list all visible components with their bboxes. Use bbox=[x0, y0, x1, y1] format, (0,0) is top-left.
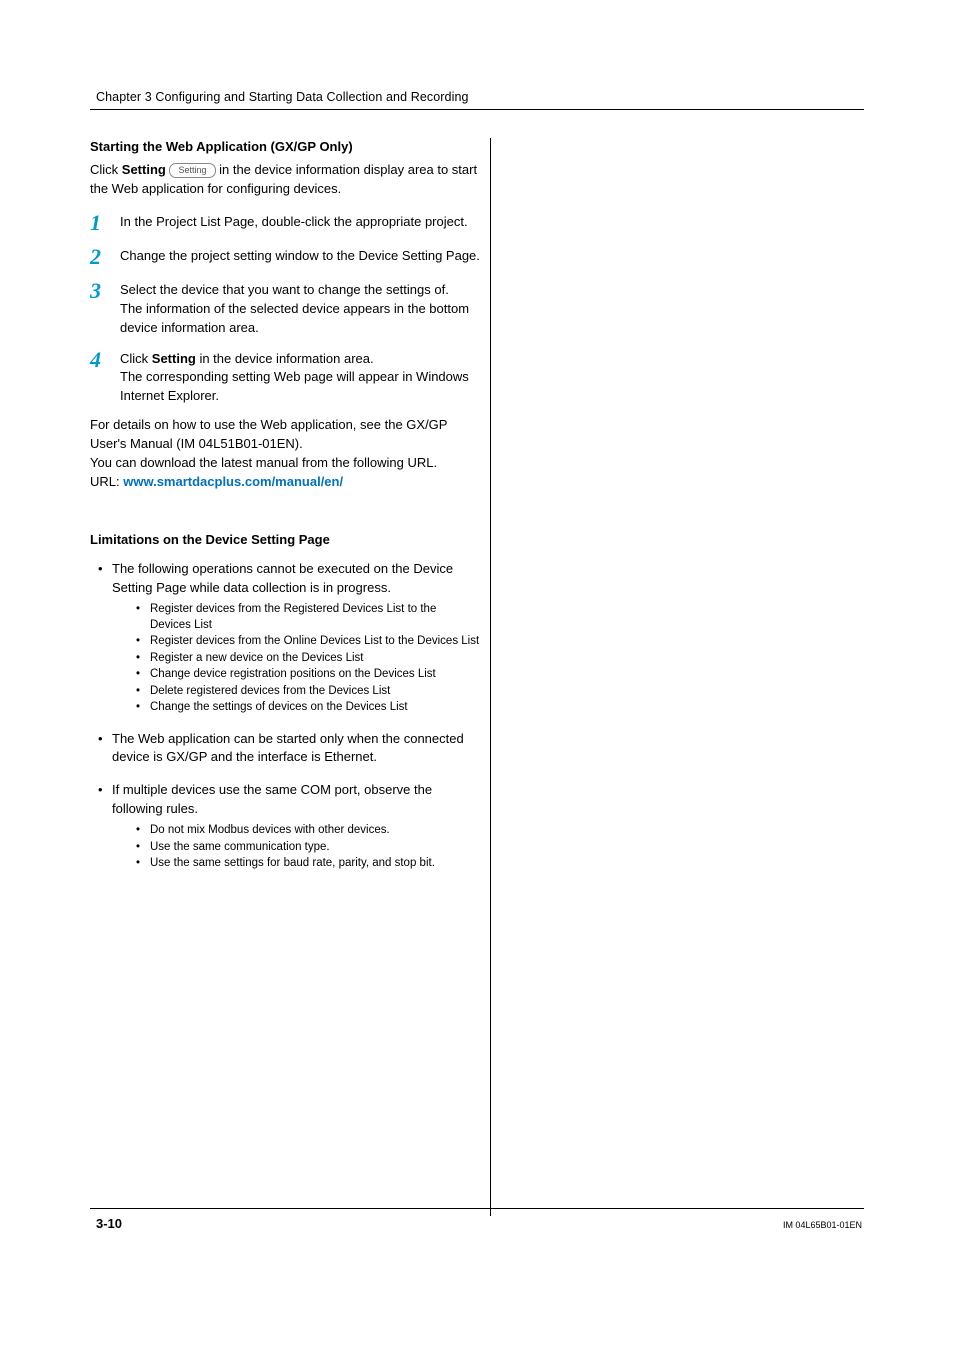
limitation-text: If multiple devices use the same COM por… bbox=[112, 782, 432, 816]
sub-list: Do not mix Modbus devices with other dev… bbox=[112, 823, 480, 872]
setting-button-graphic: Setting bbox=[169, 163, 215, 178]
step-text: Click Setting in the device information … bbox=[120, 348, 480, 407]
sub-item: Use the same communication type. bbox=[136, 840, 480, 856]
step4-post: in the device information area. bbox=[196, 351, 374, 366]
step3-a: Select the device that you want to chang… bbox=[120, 282, 449, 297]
intro-pre: Click bbox=[90, 162, 122, 177]
column-divider bbox=[490, 138, 491, 1216]
section1-title: Starting the Web Application (GX/GP Only… bbox=[90, 138, 480, 157]
manual-url[interactable]: www.smartdacplus.com/manual/en/ bbox=[123, 474, 343, 489]
chapter-header: Chapter 3 Configuring and Starting Data … bbox=[90, 88, 864, 110]
step-2: 2 Change the project setting window to t… bbox=[90, 245, 480, 269]
limitation-text: The following operations cannot be execu… bbox=[112, 561, 453, 595]
section2-title: Limitations on the Device Setting Page bbox=[90, 531, 480, 550]
sub-list: Register devices from the Registered Dev… bbox=[112, 602, 480, 716]
step3-b: The information of the selected device a… bbox=[120, 301, 469, 335]
sub-item: Change the settings of devices on the De… bbox=[136, 700, 480, 716]
steps-list: 1 In the Project List Page, double-click… bbox=[90, 211, 480, 406]
step-text: In the Project List Page, double-click t… bbox=[120, 211, 468, 235]
limitation-item: If multiple devices use the same COM por… bbox=[90, 781, 480, 871]
step-num: 2 bbox=[90, 245, 120, 269]
page-footer: 3-10 IM 04L65B01-01EN bbox=[90, 1208, 864, 1234]
step4-line2: The corresponding setting Web page will … bbox=[120, 369, 469, 403]
page-number: 3-10 bbox=[90, 1215, 122, 1234]
sub-item: Delete registered devices from the Devic… bbox=[136, 684, 480, 700]
section1-intro: Click Setting Setting in the device info… bbox=[90, 161, 480, 199]
left-column: Starting the Web Application (GX/GP Only… bbox=[90, 138, 480, 871]
sub-item: Do not mix Modbus devices with other dev… bbox=[136, 823, 480, 839]
step-1: 1 In the Project List Page, double-click… bbox=[90, 211, 480, 235]
sub-item: Register a new device on the Devices Lis… bbox=[136, 651, 480, 667]
chapter-text: Chapter 3 Configuring and Starting Data … bbox=[96, 90, 469, 104]
limitation-text: The Web application can be started only … bbox=[112, 731, 464, 765]
sub-item: Register devices from the Online Devices… bbox=[136, 634, 480, 650]
section2: Limitations on the Device Setting Page T… bbox=[90, 531, 480, 871]
sub-item: Use the same settings for baud rate, par… bbox=[136, 856, 480, 872]
limitation-item: The following operations cannot be execu… bbox=[90, 560, 480, 715]
limitations-list: The following operations cannot be execu… bbox=[90, 560, 480, 871]
after-a: For details on how to use the Web applic… bbox=[90, 416, 480, 454]
limitation-item: The Web application can be started only … bbox=[90, 730, 480, 768]
step-num: 4 bbox=[90, 348, 120, 407]
step-text: Change the project setting window to the… bbox=[120, 245, 480, 269]
after-b: You can download the latest manual from … bbox=[90, 454, 480, 473]
sub-item: Change device registration positions on … bbox=[136, 667, 480, 683]
sub-item: Register devices from the Registered Dev… bbox=[136, 602, 480, 633]
step-num: 1 bbox=[90, 211, 120, 235]
document-id: IM 04L65B01-01EN bbox=[783, 1219, 864, 1232]
step4-bold: Setting bbox=[152, 351, 196, 366]
url-label: URL: bbox=[90, 474, 123, 489]
step-text: Select the device that you want to chang… bbox=[120, 279, 480, 338]
intro-bold: Setting bbox=[122, 162, 166, 177]
step4-pre: Click bbox=[120, 351, 152, 366]
step-4: 4 Click Setting in the device informatio… bbox=[90, 348, 480, 407]
url-line: URL: www.smartdacplus.com/manual/en/ bbox=[90, 473, 480, 492]
step-num: 3 bbox=[90, 279, 120, 338]
step-3: 3 Select the device that you want to cha… bbox=[90, 279, 480, 338]
